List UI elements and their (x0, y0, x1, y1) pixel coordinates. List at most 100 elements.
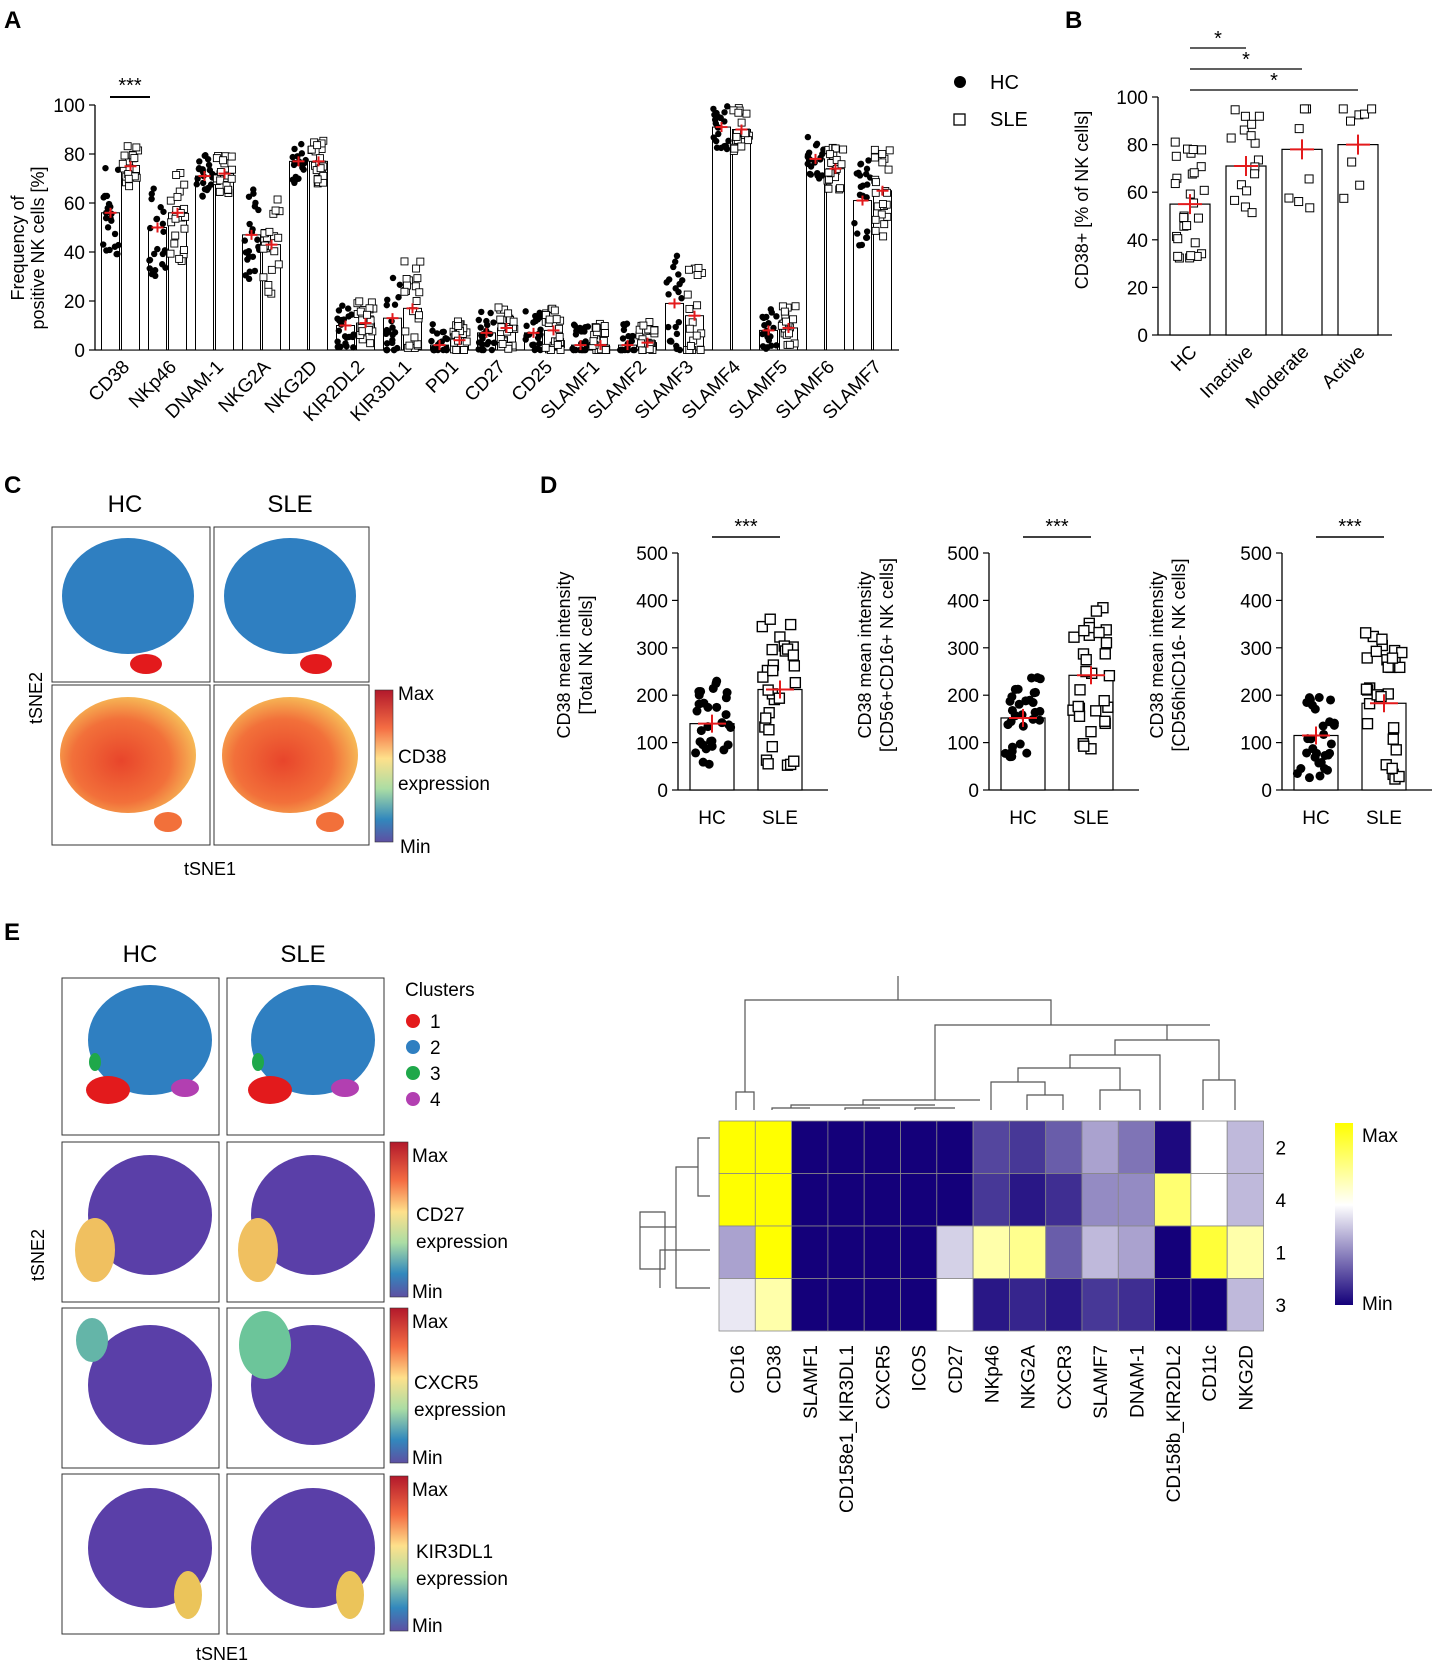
panel-d-ytick-label: 0 (657, 781, 668, 802)
panel-b-ylabel: CD38+ [% of NK cells] (1072, 111, 1092, 290)
tsne-e-sle-cd27-blob (251, 1155, 375, 1275)
panel-a-point-sle (541, 343, 550, 352)
panel-a-point-sle (273, 195, 282, 204)
panel-a-point-sle (313, 175, 322, 184)
panel-a-point-hc (673, 252, 681, 260)
panel-d-point-sle (1093, 626, 1105, 639)
tsne-e-sle-kir3dl1-hot (336, 1571, 364, 1619)
panel-a-point-sle (313, 141, 322, 150)
panel-a-point-sle (878, 200, 887, 208)
clusters-legend-title: Clusters (405, 980, 475, 1001)
panel-a-point-hc (206, 166, 214, 174)
heatmap-cell (827, 1120, 865, 1174)
panel-a-point-hc (439, 328, 446, 336)
panel-d-ytick-label: 200 (947, 686, 979, 707)
panel-a-point-hc (484, 341, 491, 348)
panel-a-point-hc (631, 346, 638, 354)
panel-d-point-sle (1068, 631, 1080, 643)
panel-a-point-hc (151, 267, 159, 274)
panel-a-point-sle (452, 346, 461, 354)
panel-a-point-hc (431, 346, 438, 354)
panel-d-point-sle (1386, 652, 1399, 664)
panel-a-point-sle (696, 346, 705, 354)
panel-a-point-sle (365, 304, 374, 313)
panel-a-point-hc (154, 245, 161, 253)
panel-a-point-sle (401, 327, 410, 336)
panel-a-point-sle (742, 109, 751, 118)
panel-a-point-sle (870, 153, 879, 162)
panel-c-colorbar-label2: expression (398, 774, 490, 795)
panel-d-point-hc (1007, 692, 1017, 702)
panel-d-point-hc (723, 740, 733, 750)
panel-b-point (1346, 116, 1356, 126)
heatmap-cell (1117, 1278, 1156, 1332)
panel-d-point-hc (712, 702, 722, 712)
panel-a-point-hc (663, 279, 670, 286)
panel-a-point-hc (475, 316, 482, 324)
panel-a-point-hc (865, 157, 872, 164)
panel-d-point-sle (787, 649, 800, 661)
cluster-1-label: 1 (430, 1012, 441, 1033)
panel-d-point-sle (1394, 661, 1406, 674)
heatmap-cell (718, 1120, 756, 1174)
panel-a-point-hc (619, 335, 627, 342)
panel-a-point-hc (863, 165, 871, 173)
kir3dl1-colorbar-min: Min (412, 1616, 443, 1637)
panel-a-point-hc (104, 224, 112, 231)
panel-a-point-hc (672, 323, 679, 331)
panel-b-point (1173, 234, 1183, 244)
panel-a-point-hc (334, 338, 341, 345)
panel-a-point-hc (111, 243, 119, 250)
cd27-colorbar-min: Min (412, 1282, 443, 1303)
heatmap-cell (863, 1278, 901, 1332)
panel-a-point-hc (339, 302, 346, 309)
panel-d-point-hc (1025, 695, 1035, 705)
panel-b-point (1173, 251, 1183, 261)
panel-a-point-hc (336, 317, 343, 324)
panel-d-point-sle (1072, 700, 1084, 713)
panel-d-point-sle (1090, 605, 1103, 617)
panel-d-point-hc (1035, 715, 1045, 725)
panel-b-point (1197, 145, 1207, 155)
panel-d-point-sle (1103, 669, 1116, 682)
panel-a-point-sle (405, 341, 414, 350)
panel-b-point (1170, 179, 1180, 189)
panel-a-point-hc (572, 346, 579, 354)
panel-d-point-sle (1078, 740, 1090, 752)
panel-c-colorbar-label: CD38 (398, 747, 447, 768)
panel-b-point (1236, 180, 1246, 190)
panel-b-sig-label: * (1242, 49, 1250, 71)
panel-d-point-sle (789, 676, 802, 689)
panel-b-point (1230, 195, 1240, 205)
heatmap-column-label: NKp46 (982, 1345, 1003, 1403)
panel-a-point-hc (628, 333, 635, 340)
kir3dl1-colorbar-label: KIR3DL1 (416, 1542, 493, 1563)
panel-a-point-sle (180, 180, 189, 189)
panel-b-point (1246, 131, 1256, 141)
panel-b-point (1182, 221, 1192, 231)
panel-a-point-hc (205, 161, 213, 169)
panel-d-point-sle (1360, 683, 1373, 695)
panel-d-point-sle (1393, 770, 1405, 783)
panel-a-point-sle (871, 226, 880, 235)
panel-a-point-sle (781, 317, 790, 326)
panel-b-point (1247, 208, 1257, 218)
panel-b-bar (1281, 148, 1323, 336)
panel-a-point-hc (114, 166, 122, 173)
panel-a-point-hc (713, 144, 721, 151)
panel-d3-ylabel2: [CD56hiCD16- NK cells] (1169, 558, 1189, 751)
panel-a-point-hc (443, 346, 450, 354)
panel-a-point-hc (721, 118, 728, 125)
panel-c-colorbar-max: Max (398, 684, 434, 705)
panel-d-point-hc (708, 683, 718, 693)
panel-b-ytick-label: 60 (1127, 183, 1148, 204)
panel-d-point-hc (694, 699, 704, 709)
heatmap-cell (863, 1120, 901, 1174)
panel-d-ytick-label: 500 (1240, 544, 1272, 565)
panel-a-point-sle (132, 143, 141, 152)
panel-a-point-sle (600, 322, 609, 330)
panel-a-point-hc (245, 193, 253, 200)
panel-a-point-hc (102, 164, 109, 172)
panel-a-point-hc (104, 204, 111, 212)
panel-b-point (1239, 125, 1249, 135)
